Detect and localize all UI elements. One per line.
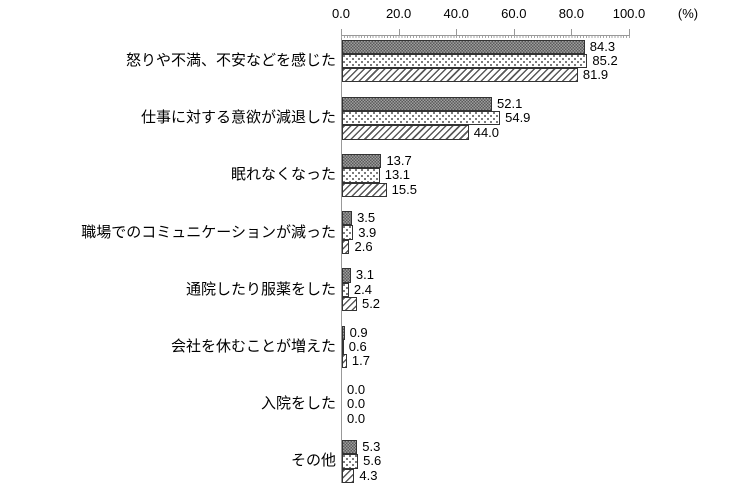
x-axis-tick <box>341 29 342 36</box>
value-label: 3.5 <box>357 210 376 226</box>
bar-series-2 <box>342 53 588 69</box>
value-label: 54.9 <box>505 110 531 126</box>
x-axis-tick-label: 20.0 <box>385 6 412 21</box>
bar-series-1 <box>342 325 345 340</box>
value-label: 3.1 <box>355 267 374 283</box>
bar-series-3 <box>342 68 578 83</box>
value-label: 0.6 <box>348 338 367 354</box>
bar-series-3 <box>342 354 347 369</box>
x-axis-tick <box>513 29 515 36</box>
category-label: 職場でのコミュニケーションが減った <box>81 223 336 241</box>
x-axis-tick-label: 100.0 <box>612 6 646 21</box>
value-label: 81.9 <box>582 67 609 83</box>
bar-series-1 <box>342 39 585 54</box>
value-label: 13.1 <box>384 167 411 183</box>
category-label: 怒りや不満、不安などを感じた <box>125 52 336 69</box>
bar-series-2 <box>342 225 354 240</box>
bar-series-1 <box>342 96 493 112</box>
category-label: 会社を休むことが増えた <box>170 338 336 355</box>
bar-series-3 <box>342 296 357 312</box>
bar-series-3 <box>342 468 355 483</box>
bar-series-3 <box>342 182 387 197</box>
value-label: 2.4 <box>353 281 372 297</box>
value-label: 15.5 <box>391 181 417 197</box>
x-axis-tick-label: 40.0 <box>443 6 469 21</box>
bar-series-2 <box>342 168 380 183</box>
value-label: 4.3 <box>359 467 378 483</box>
x-axis-line <box>341 35 630 36</box>
value-label: 0.0 <box>347 396 366 412</box>
value-label: 2.6 <box>354 238 373 254</box>
bar-series-2 <box>342 454 359 469</box>
value-label: 5.2 <box>361 296 381 312</box>
value-label: 0.9 <box>349 324 368 340</box>
bar-series-1 <box>342 211 353 226</box>
value-label: 52.1 <box>497 95 523 111</box>
bar-series-2 <box>342 282 349 297</box>
axis-unit-label: (%) <box>677 6 699 21</box>
value-label: 5.6 <box>363 453 382 469</box>
value-label: 84.3 <box>589 38 616 54</box>
category-label: その他 <box>290 452 336 470</box>
bar-series-3 <box>342 239 350 255</box>
category-label: 入院をした <box>260 395 336 413</box>
x-axis-tick-label: 0.0 <box>331 6 351 21</box>
bar-series-1 <box>342 153 382 169</box>
bar-series-2 <box>342 111 501 126</box>
bar-series-1 <box>342 439 358 455</box>
bar-series-1 <box>342 268 351 283</box>
category-label: 通院したり服薬をした <box>185 280 336 298</box>
x-axis-tick-label: 60.0 <box>501 6 527 21</box>
value-label: 5.3 <box>362 439 381 455</box>
value-label: 1.7 <box>351 353 370 369</box>
x-axis-minor-ticks <box>341 36 630 38</box>
category-label: 眠れなくなった <box>230 166 336 184</box>
value-label: 13.7 <box>386 153 412 169</box>
bar-series-2 <box>342 339 345 355</box>
category-label: 仕事に対する意欲が減退した <box>140 109 336 127</box>
x-axis-tick-label: 80.0 <box>558 6 585 21</box>
value-label: 0.0 <box>347 381 366 397</box>
x-axis-tick <box>571 29 573 36</box>
value-label: 3.9 <box>358 224 377 240</box>
value-label: 44.0 <box>473 124 500 140</box>
bar-series-3 <box>342 125 469 140</box>
x-axis-tick <box>398 29 400 36</box>
x-axis-tick <box>629 29 630 36</box>
y-axis-line <box>341 35 342 483</box>
value-label: 0.0 <box>347 410 366 426</box>
value-label: 85.2 <box>592 52 618 68</box>
x-axis-tick <box>456 29 458 36</box>
